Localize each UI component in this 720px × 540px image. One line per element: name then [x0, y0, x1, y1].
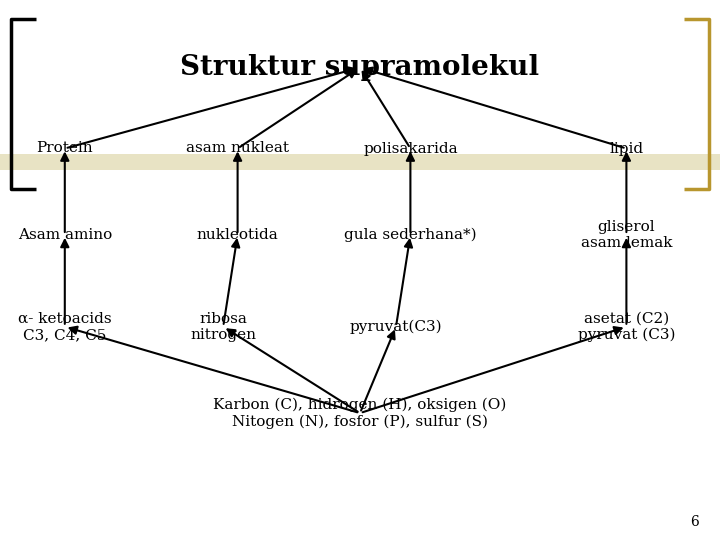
Text: Struktur supramolekul: Struktur supramolekul [181, 54, 539, 81]
Bar [0, 154, 720, 170]
Text: pyruvat(C3): pyruvat(C3) [350, 320, 442, 334]
Text: polisakarida: polisakarida [363, 141, 458, 156]
Text: Karbon (C), hidrogen (H), oksigen (O)
Nitogen (N), fosfor (P), sulfur (S): Karbon (C), hidrogen (H), oksigen (O) Ni… [213, 397, 507, 429]
Text: asetat (C2)
pyruvat (C3): asetat (C2) pyruvat (C3) [577, 312, 675, 342]
Text: Asam amino: Asam amino [18, 228, 112, 242]
Text: Protein: Protein [37, 141, 93, 156]
Text: ribosa
nitrogen: ribosa nitrogen [190, 312, 256, 342]
Text: lipid: lipid [609, 141, 644, 156]
Text: gula sederhana*): gula sederhana*) [344, 228, 477, 242]
Text: nukleotida: nukleotida [197, 228, 279, 242]
Text: α- ketoacids
C3, C4, C5: α- ketoacids C3, C4, C5 [18, 312, 112, 342]
Text: 6: 6 [690, 515, 698, 529]
Text: gliserol
asam lemak: gliserol asam lemak [580, 220, 672, 250]
Text: asam nukleat: asam nukleat [186, 141, 289, 156]
